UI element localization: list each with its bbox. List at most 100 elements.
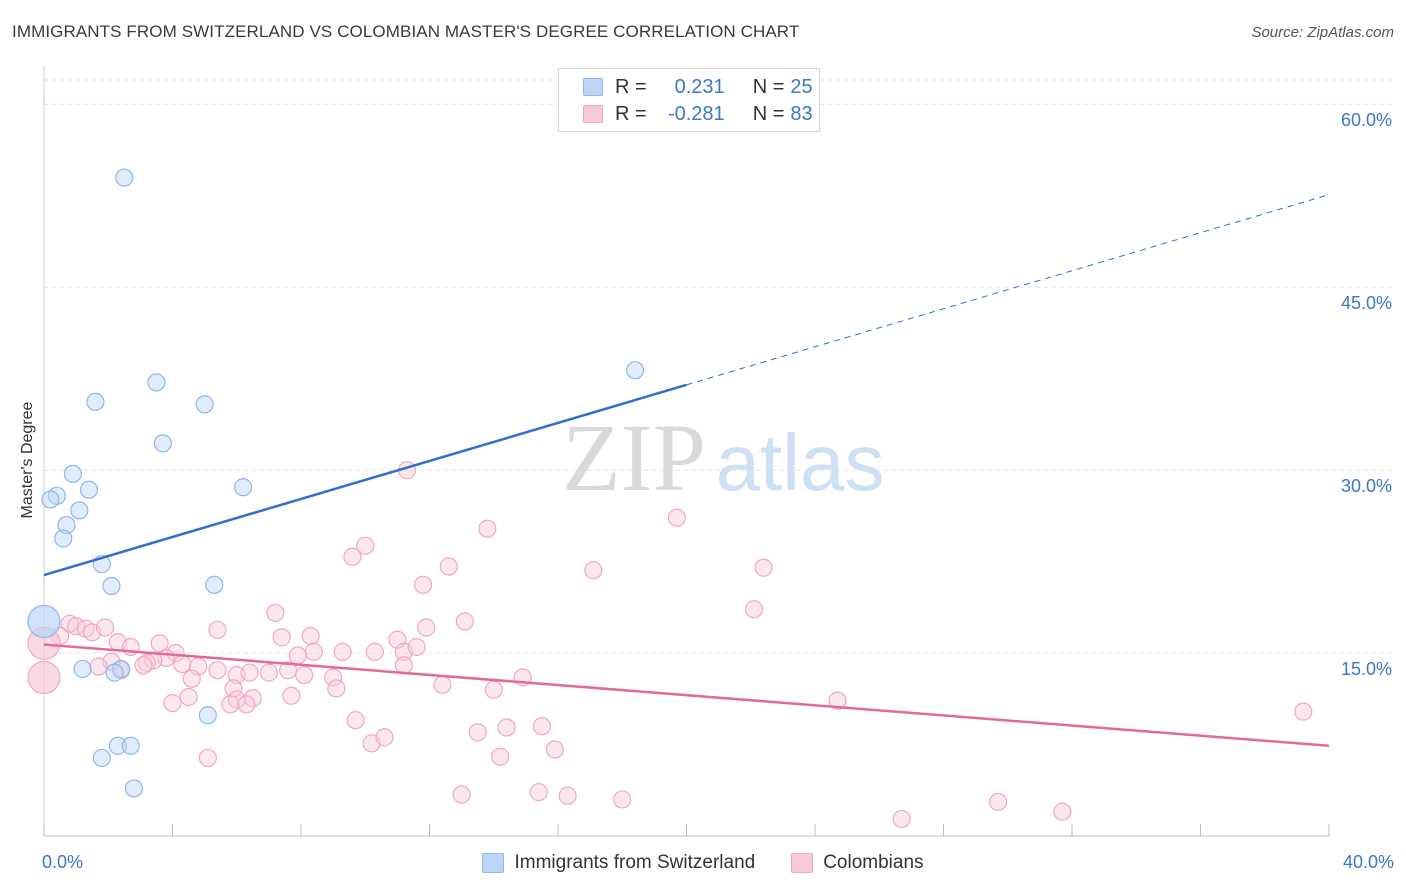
data-point [79,480,99,499]
data-point [282,686,301,705]
gridlines [44,79,1392,654]
chart-title: IMMIGRANTS FROM SWITZERLAND VS COLOMBIAN… [12,22,800,41]
data-point [439,557,458,576]
data-point [179,687,198,707]
data-point [73,659,92,679]
data-point [27,660,61,695]
data-point [346,711,365,730]
r-value: 0.231 [674,75,725,98]
data-point [343,547,362,566]
n-label: N = [752,75,785,98]
data-point [744,600,764,619]
data-point [1294,702,1313,721]
series-colombians [27,461,1313,829]
data-point [163,693,182,713]
data-point [221,695,240,714]
data-point [667,508,686,527]
r-label: R = [615,75,647,98]
data-point [532,717,552,736]
trend-line-switzerland-extension [686,194,1330,386]
data-point [208,620,227,640]
data-point [327,679,346,698]
data-point [115,168,134,187]
data-point [272,628,291,647]
data-point [124,779,144,798]
data-point [1053,802,1072,821]
x-tick-label: 0.0% [42,852,84,872]
correlation-legend: R = 0.231 N = 25 R = -0.281 N = 83 [558,68,820,132]
n-label: N = [752,102,785,125]
data-point [266,603,285,622]
data-point [301,626,320,646]
data-point [754,558,773,577]
data-point [491,747,510,766]
y-tick-label: 30.0% [1340,476,1392,497]
data-point [288,646,307,665]
data-point [198,706,217,725]
data-point [240,663,259,682]
data-point [892,809,911,829]
data-point [545,740,564,759]
data-point [86,392,105,412]
trend-lines [43,194,1330,748]
legend-row-colombians: R = -0.281 N = 83 [583,101,813,127]
legend-item-colombians: Colombians [791,852,924,874]
legend-row-switzerland: R = 0.231 N = 25 [583,74,813,100]
data-point [89,657,108,676]
data-point [613,790,632,809]
data-point [54,529,73,548]
data-point [234,478,253,497]
data-point [147,373,166,392]
legend-swatch-pink [791,853,814,873]
data-point [989,792,1008,811]
data-point [121,736,140,755]
y-tick-label: 60.0% [1340,110,1392,131]
r-label: R = [615,102,647,125]
n-value: 25 [790,75,813,98]
r-value: -0.281 [667,102,725,125]
data-point [625,361,645,380]
y-tick-label: 45.0% [1340,293,1392,314]
data-point [95,618,115,637]
trend-line-switzerland [43,383,687,577]
data-point [333,642,352,661]
data-point [558,786,577,805]
axes [43,66,1330,837]
n-value: 83 [790,102,813,125]
data-point [452,785,471,804]
data-point [417,618,436,637]
data-point [105,663,124,682]
data-point [134,656,153,675]
data-point [413,575,433,594]
data-point [41,490,60,509]
series-legend: Immigrants from Switzerland Colombians [0,852,1406,874]
data-point [205,575,224,594]
data-point [407,637,426,657]
data-point [529,783,548,802]
source-label: Source: ZipAtlas.com [1251,24,1394,41]
legend-item-switzerland: Immigrants from Switzerland [482,852,755,874]
data-point [259,663,278,682]
data-point [324,668,343,687]
data-point [108,736,127,755]
data-point [468,723,487,742]
data-point [237,695,256,714]
data-point [137,653,156,672]
y-tick-label: 15.0% [1340,659,1392,680]
legend-label: Colombians [823,852,924,873]
data-point [63,464,83,483]
data-point [198,748,217,768]
data-point [27,604,61,638]
data-point [70,501,89,520]
watermark-atlas: atlas [716,418,885,507]
x-tick-label: 40.0% [1342,852,1394,872]
data-point [484,680,503,699]
data-point [173,654,192,674]
legend-swatch-blue [583,78,603,96]
data-point [828,691,847,710]
data-point [182,669,201,688]
data-point [433,675,452,694]
data-point [208,661,227,680]
data-point [304,642,323,661]
